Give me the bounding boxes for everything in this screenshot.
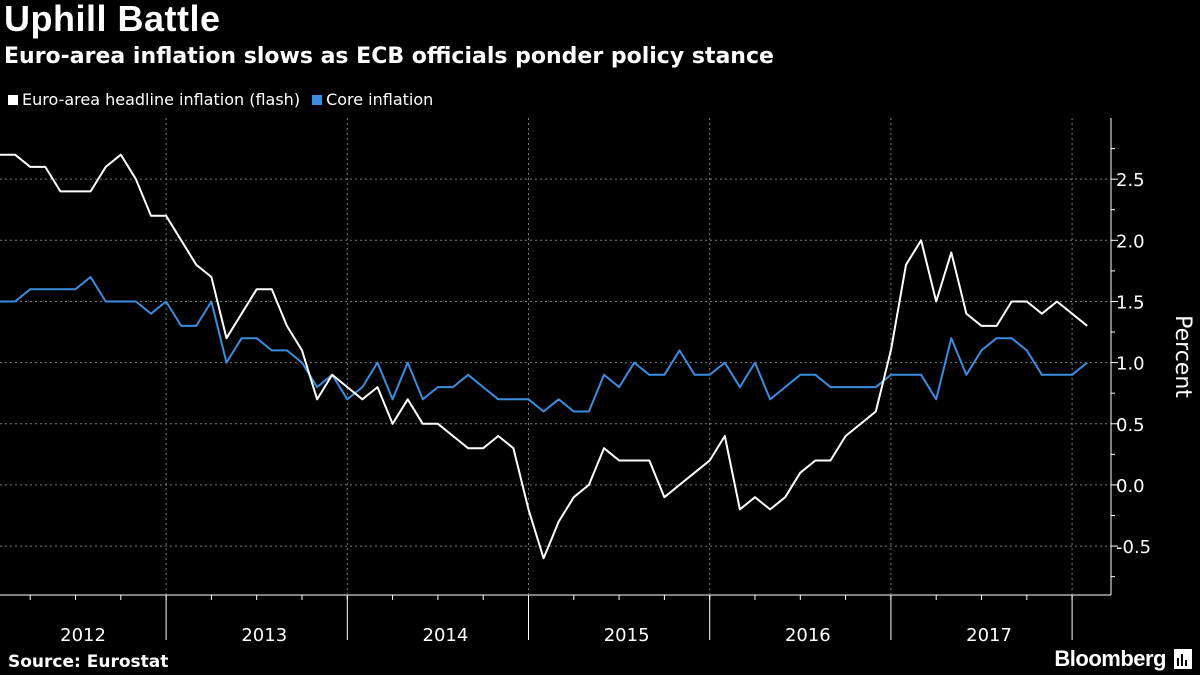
x-tick-label: 2012 xyxy=(60,625,106,646)
x-tick-label: 2013 xyxy=(241,625,287,646)
y-tick-label: 1.5 xyxy=(1116,292,1145,313)
y-axis-label: Percent xyxy=(1170,315,1195,398)
legend-swatch-core xyxy=(312,94,323,105)
x-tick-label: 2015 xyxy=(604,625,650,646)
bloomberg-logo-icon xyxy=(1174,649,1192,669)
y-tick-label: 0.0 xyxy=(1116,476,1145,497)
legend-swatch-headline xyxy=(8,94,18,105)
legend: Euro-area headline inflation (flash) Cor… xyxy=(8,90,445,109)
series-line-headline xyxy=(0,153,1088,560)
legend-item-headline: Euro-area headline inflation (flash) xyxy=(8,90,300,109)
chart-title: Uphill Battle xyxy=(4,0,221,39)
source-note: Source: Eurostat xyxy=(8,652,169,672)
x-tick-label: 2016 xyxy=(785,625,831,646)
y-tick-label: 2.0 xyxy=(1116,231,1145,252)
legend-label-headline: Euro-area headline inflation (flash) xyxy=(22,90,301,109)
y-tick-label: 0.5 xyxy=(1116,415,1145,436)
y-tick-label: 2.5 xyxy=(1116,170,1145,191)
brand-name: Bloomberg xyxy=(1054,646,1166,671)
x-tick-label: 2014 xyxy=(423,625,469,646)
legend-item-core: Core inflation xyxy=(312,90,433,109)
chart-subtitle: Euro-area inflation slows as ECB officia… xyxy=(4,44,774,69)
legend-label-core: Core inflation xyxy=(326,90,434,109)
x-tick-label: 2017 xyxy=(966,625,1012,646)
y-tick-label: 1.0 xyxy=(1116,354,1145,375)
brand: Bloomberg xyxy=(1054,646,1192,672)
y-tick-label: -0.5 xyxy=(1116,537,1151,558)
series-line-core xyxy=(0,276,1088,413)
